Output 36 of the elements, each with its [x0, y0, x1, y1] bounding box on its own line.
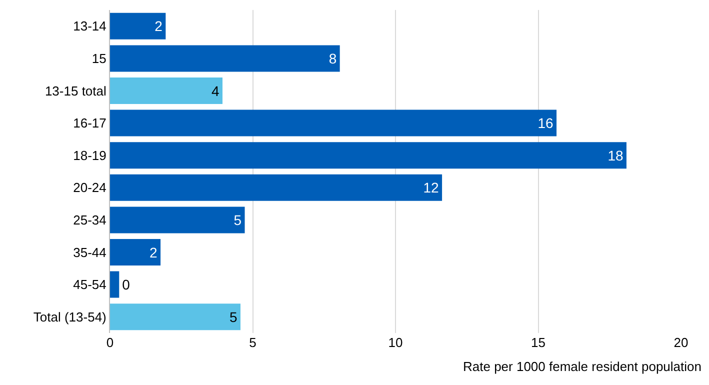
y-tick-label: 18-19 — [73, 148, 106, 163]
data-label: 0 — [122, 276, 130, 293]
data-label: 8 — [328, 50, 337, 66]
data-label: 4 — [211, 82, 220, 99]
x-tick-label: 5 — [249, 335, 256, 350]
x-tick-label: 20 — [674, 335, 688, 350]
y-tick-label: 13-15 total — [44, 83, 107, 98]
y-tick-label: 45-54 — [73, 277, 106, 292]
y-tick-label: 13-14 — [73, 18, 106, 34]
data-label: 2 — [150, 244, 158, 260]
bar — [110, 271, 120, 298]
data-label: 16 — [538, 115, 554, 132]
data-label: 2 — [154, 18, 163, 34]
x-tick-label: 10 — [388, 335, 403, 350]
bar — [110, 78, 222, 104]
bar — [110, 45, 340, 72]
bar — [110, 206, 245, 234]
y-tick-label: 20-24 — [73, 180, 106, 196]
y-tick-label: 16-17 — [73, 116, 106, 131]
data-label: 12 — [423, 180, 440, 196]
y-tick-label: 25-34 — [73, 212, 106, 228]
y-tick-label: Total (13-54) — [33, 309, 106, 324]
data-label: 5 — [229, 308, 238, 325]
bar — [110, 174, 442, 201]
data-label: 18 — [608, 147, 624, 164]
x-axis-title: Rate per 1000 female resident population — [463, 359, 702, 374]
x-tick-label: 0 — [106, 335, 114, 350]
bar — [110, 304, 240, 330]
x-tick-label: 15 — [531, 335, 546, 350]
y-tick-label: 35-44 — [73, 244, 106, 260]
bar — [110, 239, 161, 266]
bar — [110, 142, 626, 169]
bar — [110, 12, 166, 40]
y-tick-label: 15 — [92, 51, 106, 66]
data-label: 5 — [234, 212, 242, 228]
bar — [110, 110, 557, 136]
